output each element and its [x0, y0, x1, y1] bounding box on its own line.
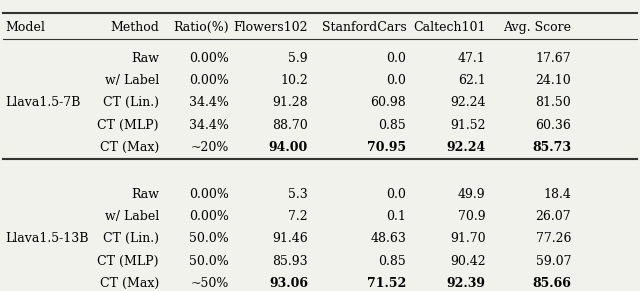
Text: 60.36: 60.36: [536, 119, 572, 132]
Text: 62.1: 62.1: [458, 74, 486, 87]
Text: 0.85: 0.85: [378, 119, 406, 132]
Text: Method: Method: [110, 21, 159, 34]
Text: 7.2: 7.2: [289, 210, 308, 223]
Text: 17.67: 17.67: [536, 52, 572, 65]
Text: 34.4%: 34.4%: [189, 119, 228, 132]
Text: 5.9: 5.9: [289, 52, 308, 65]
Text: 0.85: 0.85: [378, 255, 406, 267]
Text: ~20%: ~20%: [190, 141, 228, 154]
Text: 90.42: 90.42: [450, 255, 486, 267]
Text: 70.9: 70.9: [458, 210, 486, 223]
Text: 0.00%: 0.00%: [189, 210, 228, 223]
Text: 50.0%: 50.0%: [189, 232, 228, 245]
Text: 70.95: 70.95: [367, 141, 406, 154]
Text: Llava1.5-7B: Llava1.5-7B: [5, 96, 81, 109]
Text: 91.70: 91.70: [450, 232, 486, 245]
Text: 81.50: 81.50: [536, 96, 572, 109]
Text: Raw: Raw: [131, 188, 159, 201]
Text: CT (Lin.): CT (Lin.): [103, 232, 159, 245]
Text: w/ Label: w/ Label: [104, 74, 159, 87]
Text: CT (Max): CT (Max): [100, 141, 159, 154]
Text: 91.46: 91.46: [272, 232, 308, 245]
Text: Raw: Raw: [131, 52, 159, 65]
Text: Avg. Score: Avg. Score: [503, 21, 572, 34]
Text: 92.24: 92.24: [450, 96, 486, 109]
Text: 24.10: 24.10: [536, 74, 572, 87]
Text: 48.63: 48.63: [371, 232, 406, 245]
Text: 34.4%: 34.4%: [189, 96, 228, 109]
Text: 50.0%: 50.0%: [189, 255, 228, 267]
Text: 47.1: 47.1: [458, 52, 486, 65]
Text: 0.00%: 0.00%: [189, 52, 228, 65]
Text: Caltech101: Caltech101: [413, 21, 486, 34]
Text: 0.0: 0.0: [387, 188, 406, 201]
Text: ~50%: ~50%: [190, 277, 228, 290]
Text: 93.06: 93.06: [269, 277, 308, 290]
Text: CT (Max): CT (Max): [100, 277, 159, 290]
Text: Llava1.5-13B: Llava1.5-13B: [5, 232, 89, 245]
Text: 0.00%: 0.00%: [189, 74, 228, 87]
Text: w/ Label: w/ Label: [104, 210, 159, 223]
Text: CT (Lin.): CT (Lin.): [103, 96, 159, 109]
Text: 10.2: 10.2: [280, 74, 308, 87]
Text: 0.0: 0.0: [387, 52, 406, 65]
Text: 92.39: 92.39: [447, 277, 486, 290]
Text: 59.07: 59.07: [536, 255, 572, 267]
Text: 0.00%: 0.00%: [189, 188, 228, 201]
Text: 94.00: 94.00: [269, 141, 308, 154]
Text: 85.66: 85.66: [532, 277, 572, 290]
Text: 85.93: 85.93: [273, 255, 308, 267]
Text: 0.1: 0.1: [387, 210, 406, 223]
Text: 71.52: 71.52: [367, 277, 406, 290]
Text: Model: Model: [5, 21, 45, 34]
Text: CT (MLP): CT (MLP): [97, 255, 159, 267]
Text: StanfordCars: StanfordCars: [321, 21, 406, 34]
Text: 85.73: 85.73: [532, 141, 572, 154]
Text: 88.70: 88.70: [272, 119, 308, 132]
Text: 60.98: 60.98: [371, 96, 406, 109]
Text: 26.07: 26.07: [536, 210, 572, 223]
Text: 5.3: 5.3: [288, 188, 308, 201]
Text: 49.9: 49.9: [458, 188, 486, 201]
Text: CT (MLP): CT (MLP): [97, 119, 159, 132]
Text: 91.52: 91.52: [450, 119, 486, 132]
Text: 18.4: 18.4: [543, 188, 572, 201]
Text: 91.28: 91.28: [273, 96, 308, 109]
Text: Flowers102: Flowers102: [234, 21, 308, 34]
Text: 77.26: 77.26: [536, 232, 572, 245]
Text: 0.0: 0.0: [387, 74, 406, 87]
Text: 92.24: 92.24: [446, 141, 486, 154]
Text: Ratio(%): Ratio(%): [173, 21, 228, 34]
